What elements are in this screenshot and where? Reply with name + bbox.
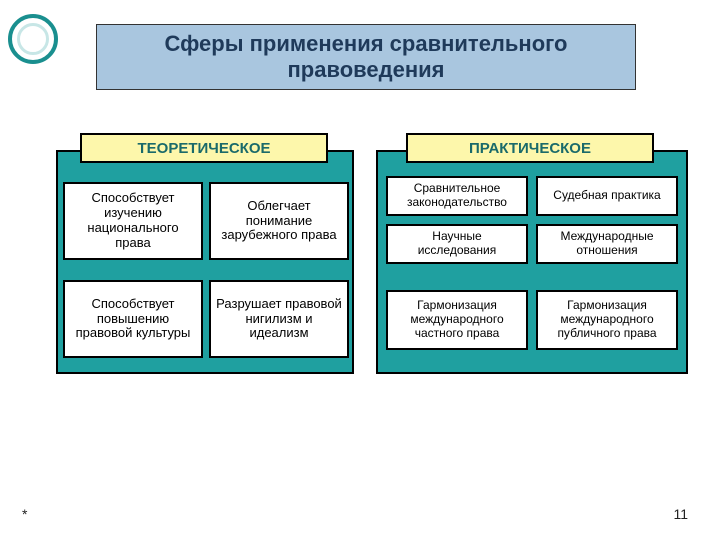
left-box-2: Способствует повышению правовой культуры <box>63 280 203 358</box>
left-panel-header-text: ТЕОРЕТИЧЕСКОЕ <box>138 140 271 157</box>
right-box-text-5: Гармонизация международного публичного п… <box>542 299 672 340</box>
left-box-1: Облегчает понимание зарубежного права <box>209 182 349 260</box>
right-box-text-1: Судебная практика <box>553 189 660 203</box>
right-box-text-3: Международные отношения <box>542 230 672 258</box>
left-box-text-3: Разрушает правовой нигилизм и идеализм <box>215 297 343 342</box>
left-panel-header: ТЕОРЕТИЧЕСКОЕ <box>80 133 328 163</box>
right-box-4: Гармонизация международного частного пра… <box>386 290 528 350</box>
left-box-0: Способствует изучению национального прав… <box>63 182 203 260</box>
right-panel-header: ПРАКТИЧЕСКОЕ <box>406 133 654 163</box>
right-box-0: Сравнительное законодательство <box>386 176 528 216</box>
right-box-text-0: Сравнительное законодательство <box>392 182 522 210</box>
title-text: Сферы применения сравнительного правовед… <box>107 31 625 83</box>
right-box-text-4: Гармонизация международного частного пра… <box>392 299 522 340</box>
left-box-text-1: Облегчает понимание зарубежного права <box>215 199 343 244</box>
right-box-3: Международные отношения <box>536 224 678 264</box>
right-box-2: Научные исследования <box>386 224 528 264</box>
left-box-text-0: Способствует изучению национального прав… <box>69 191 197 251</box>
right-box-5: Гармонизация международного публичного п… <box>536 290 678 350</box>
right-box-text-2: Научные исследования <box>392 230 522 258</box>
footer-star: * <box>22 506 27 522</box>
deco-circle-inner <box>17 23 49 55</box>
left-box-text-2: Способствует повышению правовой культуры <box>69 297 197 342</box>
right-panel-header-text: ПРАКТИЧЕСКОЕ <box>469 140 591 157</box>
footer-page: 11 <box>673 506 688 522</box>
right-box-1: Судебная практика <box>536 176 678 216</box>
left-box-3: Разрушает правовой нигилизм и идеализм <box>209 280 349 358</box>
title-bar: Сферы применения сравнительного правовед… <box>96 24 636 90</box>
